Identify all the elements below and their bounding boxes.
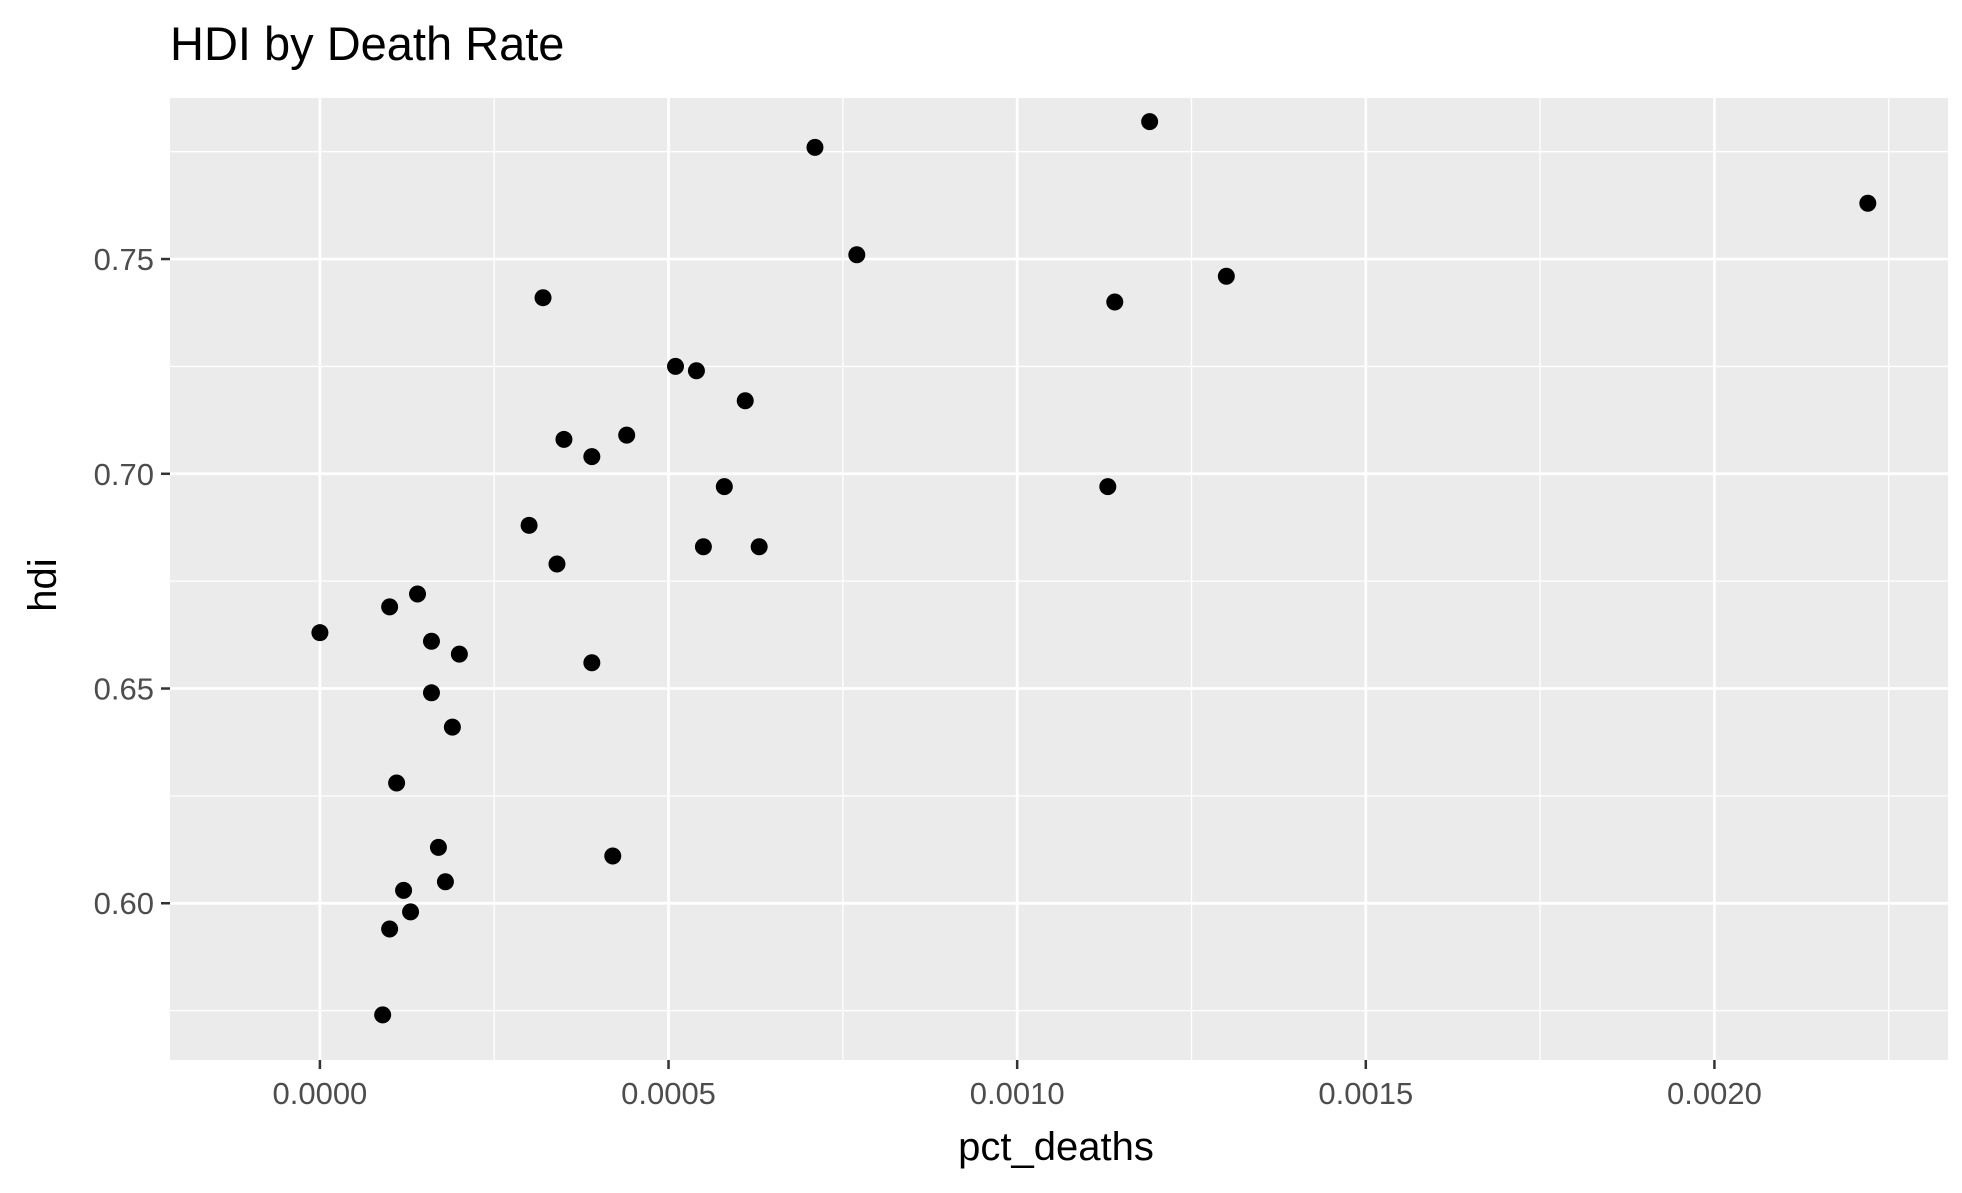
data-point [381, 920, 399, 938]
x-axis-title: pct_deaths [958, 1125, 1154, 1169]
x-tick-label: 0.0020 [1667, 1076, 1762, 1111]
data-point [583, 448, 601, 466]
y-axis-title: hdi [21, 558, 65, 611]
data-point [1217, 267, 1235, 285]
data-point [1859, 194, 1877, 212]
data-point [1099, 478, 1117, 496]
data-point [436, 873, 454, 891]
data-point [311, 624, 329, 642]
major-gridlines [170, 98, 1948, 1060]
y-tick-label: 0.75 [94, 242, 154, 277]
data-point [583, 654, 601, 672]
y-tick-label: 0.60 [94, 886, 154, 921]
data-point [1141, 113, 1159, 131]
data-points [311, 113, 1877, 1024]
x-axis: 0.0000 0.0005 0.0010 0.0015 0.0020 [272, 1060, 1762, 1111]
data-point [374, 1006, 392, 1024]
y-tick-label: 0.65 [94, 672, 154, 707]
data-point [422, 632, 440, 650]
data-point [667, 357, 685, 375]
data-point [520, 516, 538, 534]
data-point [1106, 293, 1124, 311]
data-point [534, 289, 552, 307]
data-point [381, 598, 399, 616]
x-tick-label: 0.0010 [970, 1076, 1065, 1111]
plot-panel [170, 98, 1948, 1060]
data-point [388, 774, 406, 792]
data-point [395, 881, 413, 899]
y-tick-label: 0.70 [94, 457, 154, 492]
x-tick-label: 0.0005 [621, 1076, 716, 1111]
data-point [694, 538, 712, 556]
data-point [443, 718, 461, 736]
data-point [848, 246, 866, 264]
data-point [422, 684, 440, 702]
data-point [555, 430, 573, 448]
data-point [604, 847, 622, 865]
chart-title: HDI by Death Rate [170, 17, 564, 70]
data-point [806, 138, 824, 156]
x-tick-label: 0.0000 [272, 1076, 367, 1111]
data-point [548, 555, 566, 573]
x-tick-label: 0.0015 [1318, 1076, 1413, 1111]
data-point [715, 478, 733, 496]
data-point [450, 645, 468, 663]
data-point [750, 538, 768, 556]
data-point [409, 585, 427, 603]
data-point [618, 426, 636, 444]
data-point [402, 903, 420, 921]
data-point [736, 392, 754, 410]
y-axis: 0.60 0.65 0.70 0.75 [94, 242, 170, 921]
data-point [429, 838, 447, 856]
data-point [687, 362, 705, 380]
